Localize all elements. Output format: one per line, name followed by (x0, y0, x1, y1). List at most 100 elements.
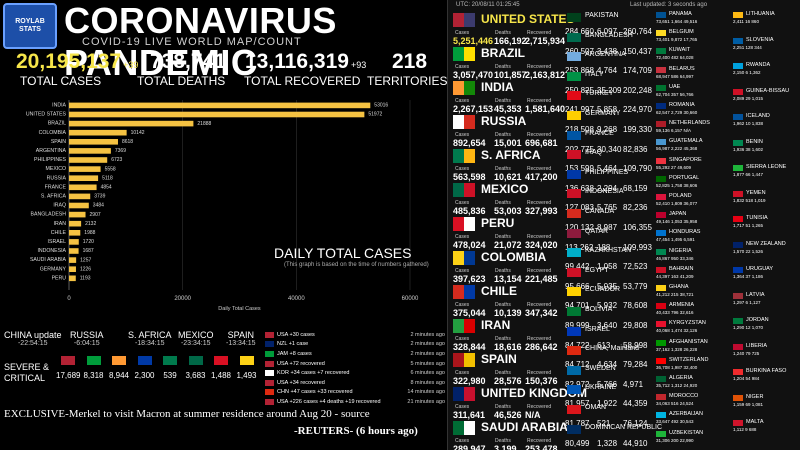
country-name: BELARUS (669, 65, 695, 72)
severe-critical-item: 3,683 (184, 356, 208, 380)
country-card: BAHRAIN 44,397 163 41,209 (656, 266, 734, 284)
country-name: CANADA (585, 208, 615, 215)
column-label: Cases (455, 268, 470, 274)
bar (69, 239, 79, 245)
country-stats: 2,089 29 1,015 (733, 95, 764, 101)
country-flag-icon (656, 303, 666, 310)
country-stats: 1,204 54 984 (733, 376, 760, 381)
country-card: UNITED STATES Cases Deaths Recovered 5,251,4… (453, 10, 575, 52)
country-name: NETHERLANDS (669, 120, 710, 127)
country-card: LATVIA 1,297 6 1,127 (733, 292, 799, 310)
country-cases: 136,638 (565, 183, 594, 193)
country-cases: 250,825 (565, 85, 594, 95)
country-recovered: 4,971 (623, 379, 644, 389)
country-name: HONDURAS (669, 229, 701, 236)
notification-text: JAM +8 cases (277, 350, 312, 357)
country-stats: 49,146 1,053 35,958 (656, 219, 698, 225)
category-label: COLOMBIA (39, 130, 67, 136)
notification-text: CHN +47 cases +33 recovered (277, 389, 353, 396)
country-card: ISRAEL 84,722 613 58,998 (565, 325, 651, 361)
country-name: KUWAIT (669, 47, 691, 54)
country-name: ICELAND (746, 113, 770, 119)
country-deaths: 1,058 (597, 262, 618, 272)
country-flag-icon (453, 421, 475, 435)
country-recovered: 253,478 (525, 444, 558, 450)
country-cases: 113,262 (565, 242, 594, 252)
country-cases: 241,997 (565, 105, 594, 115)
update-timer-time: -13:34:15 (226, 340, 256, 347)
notification-time: 2 minutes ago (410, 331, 445, 338)
country-name: MEXICO (481, 182, 529, 196)
column-label: Cases (455, 200, 470, 206)
country-flag-icon (567, 405, 581, 414)
category-label: S. AFRICA (41, 194, 67, 200)
column-label: Recovered (527, 200, 552, 206)
country-flag-icon (656, 212, 666, 219)
value-label: 53016 (374, 103, 388, 109)
country-recovered: 221,485 (525, 274, 558, 284)
column-label: Deaths (495, 268, 511, 274)
country-cases: 322,980 (453, 376, 486, 386)
country-name: SLOVENIA (746, 36, 774, 43)
country-name: LATVIA (746, 291, 765, 298)
severe-critical-item: 8,944 (107, 356, 131, 380)
country-flag-icon (733, 88, 743, 95)
country-card: TURKEY 241,997 5,858 224,970 (565, 89, 652, 125)
country-card: RUSSIA Cases Deaths Recovered 892,654 15,001 6… (453, 112, 563, 154)
notification-row: USA +30 cases 2 minutes ago (265, 330, 447, 340)
bar (69, 157, 108, 163)
value-label: 1257 (80, 257, 91, 263)
country-name: UKRAINE (585, 384, 617, 392)
country-card: ITALY 250,825 35,209 202,248 (565, 70, 652, 106)
country-name: ARGENTINA (585, 51, 626, 59)
country-deaths: 45,353 (494, 104, 522, 114)
country-recovered: 58,998 (623, 340, 648, 350)
bar (69, 139, 118, 145)
country-flag-icon (733, 216, 743, 222)
country-recovered: 44,910 (623, 438, 648, 448)
country-name: SPAIN (481, 352, 517, 366)
country-card: BENIN 1,936 38 1,602 (733, 139, 799, 157)
bar (69, 111, 365, 118)
country-flag-icon (567, 71, 581, 81)
country-name: COLOMBIA (481, 250, 547, 264)
country-card: GUINEA-BISSAU 2,089 29 1,015 (733, 88, 799, 106)
column-label: Deaths (495, 370, 511, 376)
country-card: KAZAKHSTAN 99,442 1,058 72,523 (565, 246, 651, 282)
country-card: SAUDI ARABIA Cases Deaths Recovered 289,947 3… (453, 418, 568, 450)
value-label: 7369 (115, 148, 126, 154)
value-label: 21888 (197, 121, 211, 127)
country-flag-icon (265, 360, 274, 367)
country-flag-icon (733, 37, 743, 44)
country-name: IRAQ (585, 149, 603, 157)
column-label: Recovered (527, 336, 552, 342)
country-name: ECUADOR (585, 286, 621, 294)
column-label: Deaths (495, 404, 511, 410)
country-cases: 81,957 (565, 399, 590, 409)
notification-row: KOR +34 cases +7 recovered 6 minutes ago (265, 368, 447, 378)
severe-critical-value: 3,683 (185, 371, 206, 380)
country-stats: 35,712 1,312 24,920 (656, 383, 698, 388)
country-card: SINGAPORE 55,292 27 49,609 (656, 157, 734, 175)
country-stats: 72,400 482 64,028 (656, 55, 694, 61)
country-name: CHILE (481, 284, 517, 298)
country-flag-icon (265, 379, 274, 386)
column-label: Cases (455, 30, 470, 36)
daily-cases-chart: 0 20000 40000 60000 INDIA 53016 UNITED STATES 5… (26, 100, 419, 312)
country-stats: 1,112 9 688 (733, 427, 757, 432)
value-label: 5558 (105, 166, 116, 172)
bar (69, 202, 89, 209)
category-label: INDONESIA (37, 248, 66, 254)
update-timer: SPAIN -13:34:15 (226, 330, 256, 347)
bar (69, 193, 91, 200)
country-table-panel: UTC: 20/08/11 01:25:45 Last updated: 3 s… (447, 0, 800, 450)
country-flag-icon (567, 130, 581, 140)
country-flag-icon (656, 339, 666, 346)
country-flag-icon (656, 139, 666, 146)
severe-critical-row: 17,689 8,318 8,944 2,300 539 3,683 1,488 1,493 (56, 356, 262, 384)
value-label: 2132 (85, 221, 96, 227)
country-cases: 289,947 (453, 444, 486, 450)
country-name: SINGAPORE (669, 156, 702, 163)
territories-value: 218 (392, 50, 428, 73)
country-flag-icon (733, 114, 743, 120)
